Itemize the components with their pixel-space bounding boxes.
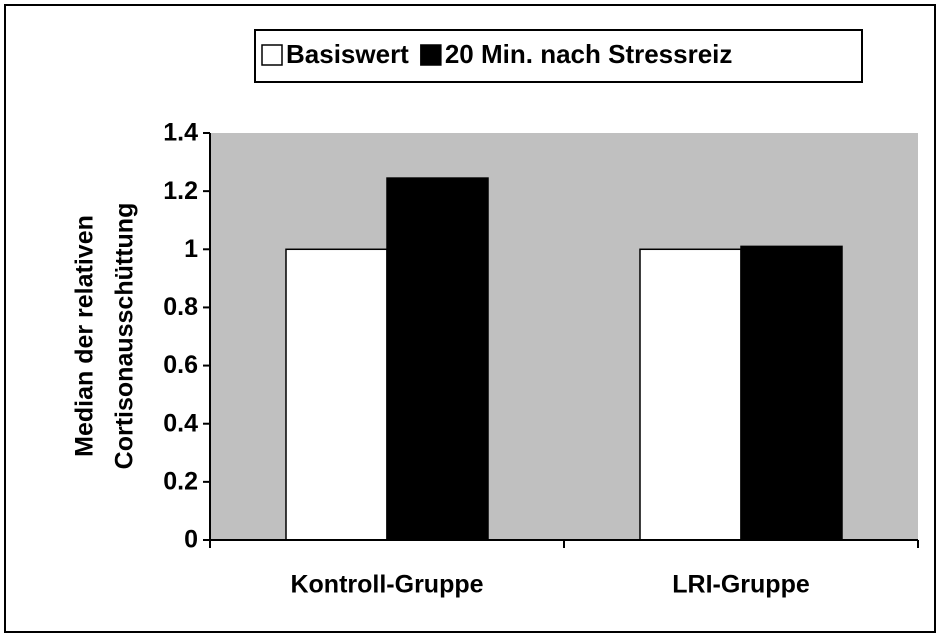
- x-tick-label: LRI-Gruppe: [672, 571, 810, 599]
- legend-label: Basiswert: [286, 39, 409, 69]
- bar: [285, 248, 388, 541]
- y-tick-label: 1: [184, 235, 198, 263]
- y-tick-label: 0.4: [163, 409, 198, 437]
- bar: [386, 177, 489, 541]
- legend-swatch: [420, 44, 442, 66]
- y-axis-label: Cortisonausschüttung: [111, 203, 139, 470]
- bar: [639, 248, 742, 541]
- legend-label: 20 Min. nach Stressreiz: [445, 39, 733, 69]
- y-axis-label: Median der relativen: [71, 215, 99, 457]
- bar: [740, 245, 843, 541]
- y-tick-label: 1.4: [163, 119, 198, 147]
- y-tick-label: 0.8: [163, 293, 198, 321]
- y-tick-label: 0.2: [163, 467, 198, 495]
- legend-box: [254, 29, 863, 83]
- y-tick-label: 1.2: [163, 177, 198, 205]
- x-tick-label: Kontroll-Gruppe: [290, 571, 483, 599]
- legend-swatch: [261, 44, 283, 66]
- y-tick-label: 0: [184, 526, 198, 554]
- y-tick-label: 0.6: [163, 351, 198, 379]
